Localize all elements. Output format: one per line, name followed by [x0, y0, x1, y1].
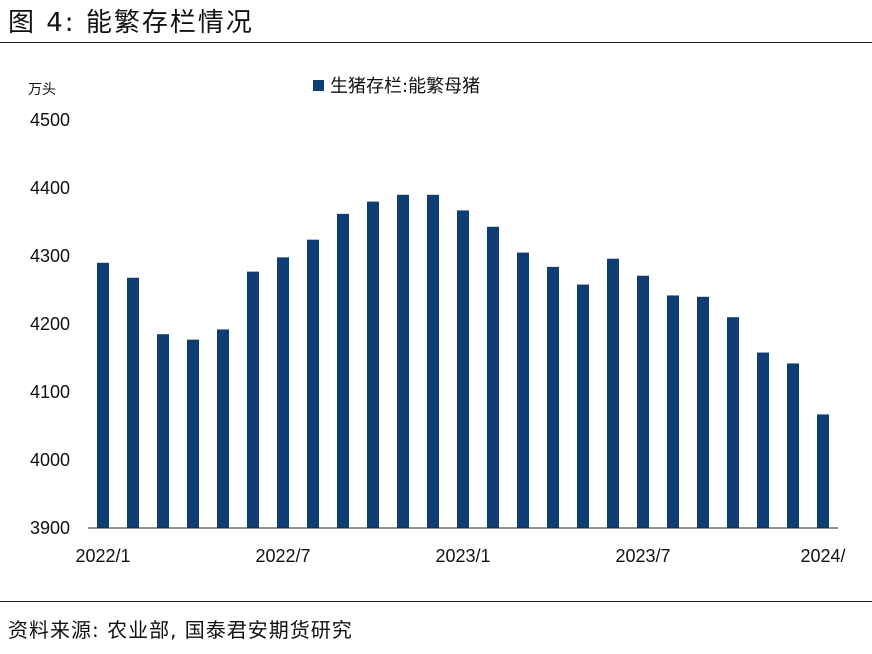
bar	[307, 239, 319, 528]
bar	[607, 258, 619, 528]
bar	[637, 275, 649, 528]
y-axis-unit-label: 万头	[28, 82, 56, 98]
x-tick-label: 2022/1	[75, 546, 130, 566]
y-tick-label: 4100	[30, 382, 70, 402]
legend-label: 生猪存栏:能繁母猪	[330, 76, 480, 97]
bar	[187, 339, 199, 528]
bar	[157, 334, 169, 528]
legend-swatch	[313, 80, 324, 91]
bar	[667, 295, 679, 528]
bar	[577, 284, 589, 528]
bars	[97, 194, 829, 529]
source-note: 资料来源: 农业部, 国泰君安期货研究	[8, 618, 353, 642]
bar	[487, 226, 499, 528]
bar	[547, 266, 559, 528]
x-axis-ticks: 2022/1 2022/7 2023/1 2023/7 2024/	[75, 546, 845, 566]
y-tick-label: 4300	[30, 246, 70, 266]
bar	[127, 277, 139, 528]
x-tick-label: 2023/1	[435, 546, 490, 566]
legend: 生猪存栏:能繁母猪	[313, 76, 480, 97]
x-tick-label: 2022/7	[255, 546, 310, 566]
bar-chart: 万头 生猪存栏:能繁母猪 4500 4400 4300 4200 4100 4000 390…	[28, 76, 846, 566]
x-tick-label: 2024/	[800, 546, 845, 566]
bar	[97, 262, 109, 528]
bar	[367, 201, 379, 528]
bar	[397, 194, 409, 529]
figure-title: 图 4: 能繁存栏情况	[8, 8, 254, 38]
bar	[817, 414, 829, 528]
x-tick-label: 2023/7	[615, 546, 670, 566]
bar	[697, 296, 709, 528]
y-tick-label: 4200	[30, 314, 70, 334]
y-tick-label: 4500	[30, 110, 70, 130]
bar	[217, 329, 229, 528]
footer-rule	[0, 601, 872, 602]
y-tick-label: 4400	[30, 178, 70, 198]
bar	[787, 363, 799, 528]
bar	[457, 210, 469, 528]
bar	[517, 252, 529, 528]
bar	[727, 317, 739, 528]
y-tick-label: 3900	[30, 518, 70, 538]
bar	[247, 271, 259, 528]
bar	[337, 213, 349, 528]
y-axis-ticks: 4500 4400 4300 4200 4100 4000 3900	[30, 110, 70, 538]
y-tick-label: 4000	[30, 450, 70, 470]
header-rule	[0, 42, 872, 43]
bar	[757, 352, 769, 528]
bar	[277, 257, 289, 528]
bar	[427, 194, 439, 529]
